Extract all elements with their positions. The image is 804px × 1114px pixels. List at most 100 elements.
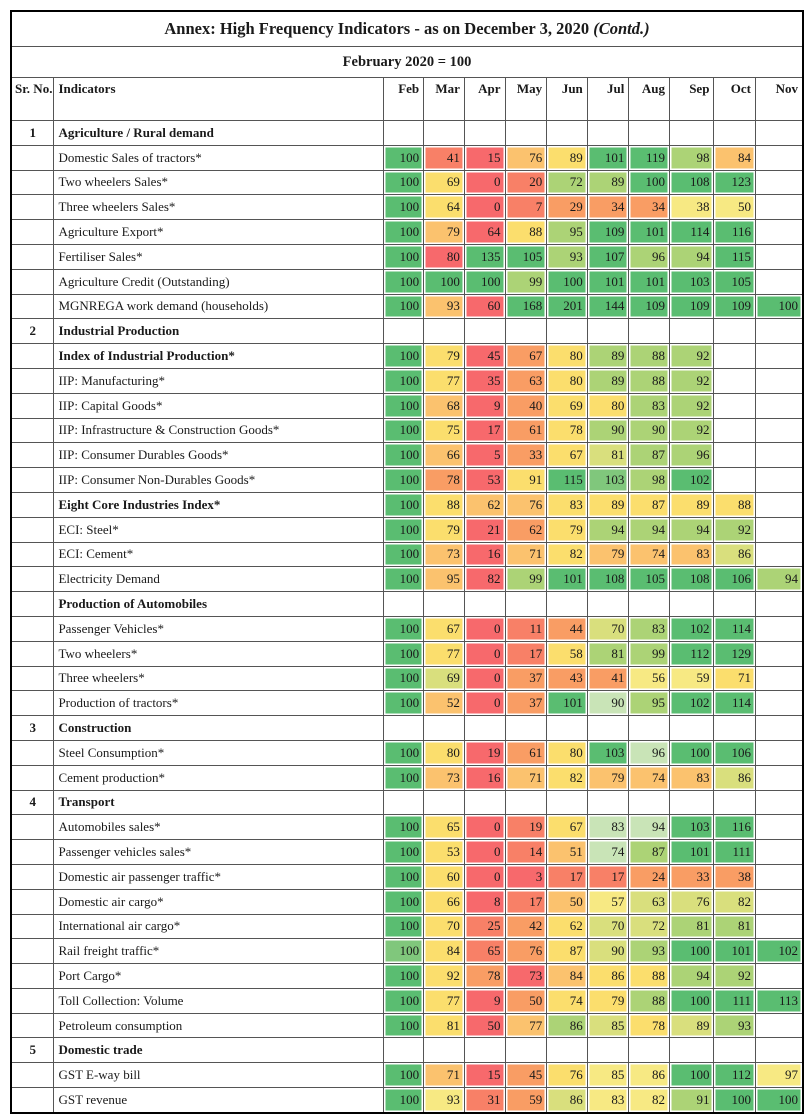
- empty-cell: [423, 591, 465, 617]
- empty-cell: [463, 318, 506, 345]
- value-cell: 50: [546, 888, 588, 915]
- sr-no-cell: 1: [10, 120, 55, 146]
- value-cell: 116: [713, 219, 756, 245]
- value-cell: 90: [628, 417, 670, 444]
- value-cell: 88: [628, 987, 670, 1014]
- empty-cell: [754, 665, 804, 692]
- value-cell: 79: [423, 219, 465, 245]
- value-cell: 100: [668, 739, 715, 766]
- sr-no-cell: [10, 343, 55, 369]
- value-cell: 94: [754, 566, 804, 593]
- col-header-sr-no: Sr. No.: [10, 77, 55, 121]
- value-cell: 25: [463, 913, 506, 940]
- empty-cell: [504, 318, 548, 345]
- indicator-label: IIP: Consumer Durables Goods*: [53, 442, 384, 469]
- value-cell: 95: [423, 566, 465, 593]
- value-cell: 97: [754, 1062, 804, 1089]
- value-cell: 100: [668, 987, 715, 1014]
- empty-cell: [754, 367, 804, 394]
- indicator-label: Transport: [53, 789, 384, 816]
- value-cell: 62: [463, 491, 506, 518]
- value-cell: 89: [668, 491, 715, 518]
- empty-cell: [668, 591, 715, 617]
- value-cell: 77: [504, 1012, 548, 1039]
- sr-no-cell: [10, 1087, 55, 1114]
- value-cell: 109: [713, 293, 756, 320]
- value-cell: 98: [668, 144, 715, 171]
- col-header-apr: Apr: [463, 77, 506, 121]
- empty-cell: [754, 888, 804, 915]
- indicator-label: Domestic Sales of tractors*: [53, 144, 384, 171]
- empty-cell: [586, 591, 630, 617]
- value-cell: 79: [423, 343, 465, 369]
- value-cell: 100: [382, 367, 425, 394]
- value-cell: 17: [504, 640, 548, 667]
- value-cell: 102: [668, 690, 715, 717]
- value-cell: 84: [713, 144, 756, 171]
- sr-no-cell: [10, 814, 55, 841]
- value-cell: 100: [628, 169, 670, 196]
- empty-cell: [546, 591, 588, 617]
- empty-cell: [586, 715, 630, 741]
- value-cell: 0: [463, 690, 506, 717]
- value-cell: 100: [382, 963, 425, 989]
- value-cell: 88: [713, 491, 756, 518]
- empty-cell: [713, 1037, 756, 1064]
- indicator-label: International air cargo*: [53, 913, 384, 940]
- value-cell: 42: [504, 913, 548, 940]
- indicator-label: ECI: Cement*: [53, 541, 384, 568]
- indicator-label: Cement production*: [53, 764, 384, 791]
- value-cell: 9: [463, 392, 506, 419]
- value-cell: 77: [423, 367, 465, 394]
- value-cell: 31: [463, 1087, 506, 1114]
- value-cell: 63: [628, 888, 670, 915]
- value-cell: 5: [463, 442, 506, 469]
- value-cell: 64: [423, 194, 465, 221]
- empty-cell: [504, 120, 548, 146]
- empty-cell: [586, 789, 630, 816]
- indicator-row: Domestic Sales of tractors* 100 41 15 76 89 10…: [10, 144, 804, 171]
- value-cell: 72: [628, 913, 670, 940]
- indicator-label: Construction: [53, 715, 384, 741]
- value-cell: 100: [382, 913, 425, 940]
- value-cell: 81: [423, 1012, 465, 1039]
- empty-cell: [423, 318, 465, 345]
- empty-cell: [628, 591, 670, 617]
- value-cell: 99: [504, 566, 548, 593]
- value-cell: 98: [628, 467, 670, 493]
- value-cell: 100: [382, 863, 425, 890]
- value-cell: 106: [713, 566, 756, 593]
- value-cell: 74: [628, 541, 670, 568]
- value-cell: 105: [504, 243, 548, 270]
- value-cell: 101: [628, 268, 670, 295]
- indicator-label: IIP: Capital Goods*: [53, 392, 384, 419]
- empty-cell: [546, 120, 588, 146]
- value-cell: 86: [628, 1062, 670, 1089]
- sr-no-cell: [10, 913, 55, 940]
- sr-no-cell: [10, 764, 55, 791]
- value-cell: 96: [628, 739, 670, 766]
- indicator-label: IIP: Infrastructure & Construction Goods…: [53, 417, 384, 444]
- empty-cell: [754, 739, 804, 766]
- value-cell: 83: [586, 1087, 630, 1114]
- empty-cell: [713, 591, 756, 617]
- value-cell: 82: [546, 764, 588, 791]
- value-cell: 109: [586, 219, 630, 245]
- value-cell: 123: [713, 169, 756, 196]
- indicator-row: ECI: Steel* 100 79 21 62 79 94 94 94 92: [10, 516, 804, 543]
- empty-cell: [628, 1037, 670, 1064]
- value-cell: 100: [382, 343, 425, 369]
- value-cell: 90: [586, 690, 630, 717]
- value-cell: 89: [586, 169, 630, 196]
- value-cell: 44: [546, 615, 588, 642]
- value-cell: 100: [546, 268, 588, 295]
- value-cell: 69: [546, 392, 588, 419]
- value-cell: 41: [423, 144, 465, 171]
- value-cell: 100: [382, 194, 425, 221]
- empty-cell: [504, 591, 548, 617]
- value-cell: 112: [668, 640, 715, 667]
- empty-cell: [423, 1037, 465, 1064]
- value-cell: 73: [504, 963, 548, 989]
- value-cell: 0: [463, 814, 506, 841]
- indicator-row: IIP: Infrastructure & Construction Goods…: [10, 417, 804, 444]
